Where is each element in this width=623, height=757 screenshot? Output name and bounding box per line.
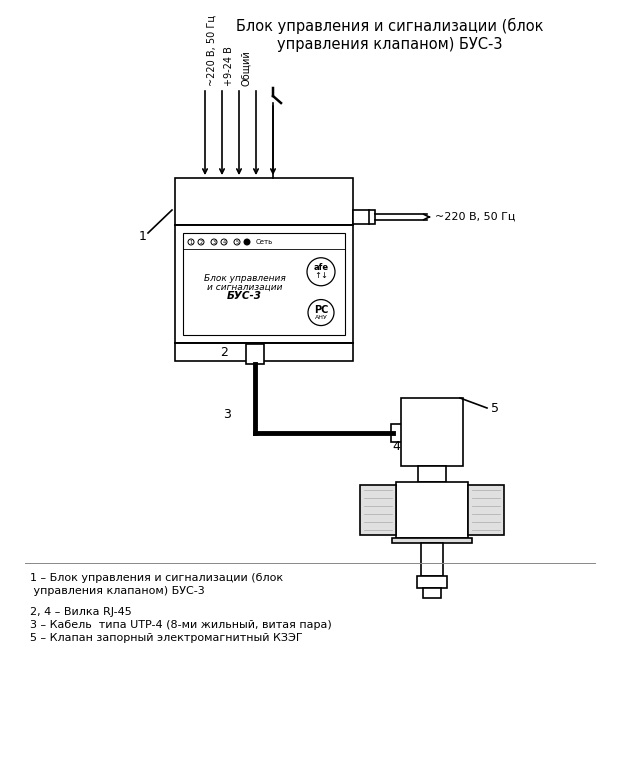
- Text: +9-24 В: +9-24 В: [224, 46, 234, 86]
- Text: Сеть: Сеть: [256, 239, 273, 245]
- Circle shape: [221, 239, 227, 245]
- Circle shape: [244, 239, 250, 245]
- Text: РС: РС: [314, 304, 328, 315]
- Bar: [468, 485, 504, 535]
- Text: Общий: Общий: [241, 50, 251, 86]
- Bar: [183, 233, 345, 335]
- Text: БУС-3: БУС-3: [227, 291, 262, 301]
- Text: 4: 4: [392, 441, 400, 453]
- Bar: [175, 343, 353, 361]
- Text: ~220 В, 50 Гц: ~220 В, 50 Гц: [435, 212, 515, 222]
- Text: 4: 4: [222, 239, 226, 245]
- Circle shape: [188, 239, 194, 245]
- Bar: [353, 210, 375, 224]
- Text: 5: 5: [235, 239, 239, 245]
- Text: АНУ: АНУ: [315, 315, 327, 320]
- Text: Блок управления и сигнализации (блок
управления клапаном) БУС-3: Блок управления и сигнализации (блок упр…: [236, 18, 544, 51]
- Circle shape: [211, 239, 217, 245]
- Bar: [421, 543, 443, 576]
- Bar: [392, 538, 472, 543]
- Circle shape: [307, 258, 335, 285]
- Bar: [175, 178, 353, 225]
- Bar: [391, 424, 409, 442]
- Text: 2: 2: [199, 239, 202, 245]
- Bar: [360, 485, 396, 535]
- Text: 5 – Клапан запорный электромагнитный КЗЭГ: 5 – Клапан запорный электромагнитный КЗЭ…: [30, 633, 303, 643]
- Bar: [417, 576, 447, 588]
- Text: ~220 В, 50 Гц: ~220 В, 50 Гц: [207, 15, 217, 86]
- Bar: [396, 482, 468, 538]
- Text: 3 – Кабель  типа UTP-4 (8-ми жильный, витая пара): 3 – Кабель типа UTP-4 (8-ми жильный, вит…: [30, 620, 332, 630]
- Text: 2, 4 – Вилка RJ-45: 2, 4 – Вилка RJ-45: [30, 607, 131, 617]
- Bar: [418, 466, 446, 482]
- Text: ↑↓: ↑↓: [314, 271, 328, 280]
- Circle shape: [308, 300, 334, 326]
- Text: 2: 2: [220, 345, 228, 359]
- Text: 1: 1: [139, 230, 147, 244]
- Text: 5: 5: [491, 401, 499, 415]
- Text: 3: 3: [212, 239, 216, 245]
- Bar: [401, 398, 463, 466]
- Bar: [246, 344, 264, 364]
- Text: Блок управления: Блок управления: [204, 273, 285, 282]
- Text: 3: 3: [223, 409, 231, 422]
- Bar: [175, 225, 353, 343]
- Circle shape: [198, 239, 204, 245]
- Text: 1: 1: [189, 239, 193, 245]
- Circle shape: [234, 239, 240, 245]
- Text: 1 – Блок управления и сигнализации (блок
 управления клапаном) БУС-3: 1 – Блок управления и сигнализации (блок…: [30, 573, 283, 597]
- Text: и сигнализации: и сигнализации: [207, 282, 282, 291]
- Bar: [423, 588, 441, 598]
- Text: afe: afe: [313, 263, 328, 273]
